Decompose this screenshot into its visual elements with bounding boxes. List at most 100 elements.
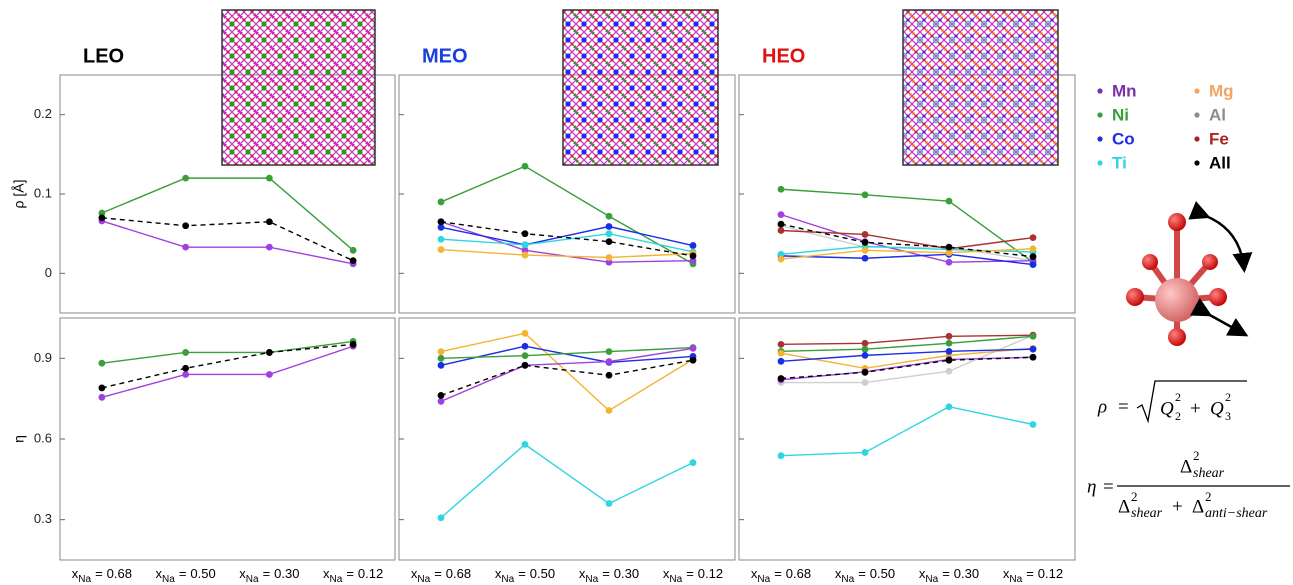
- x-relation: =: [858, 566, 866, 581]
- legend-label: Mn: [1112, 81, 1137, 100]
- x-symbol: x: [919, 566, 926, 581]
- data-point: [98, 393, 106, 401]
- x-symbol: x: [579, 566, 586, 581]
- data-point: [777, 255, 785, 263]
- series-line: [440, 232, 694, 253]
- term-sup: 2: [1175, 390, 1181, 404]
- data-point: [605, 230, 613, 238]
- data-point: [437, 361, 445, 369]
- data-point: [777, 357, 785, 365]
- plus: +: [1172, 496, 1183, 517]
- x-symbol: x: [156, 566, 163, 581]
- data-point: [1029, 353, 1037, 361]
- legend-label: Fe: [1209, 129, 1229, 148]
- data-point: [437, 392, 445, 399]
- series-line: [440, 332, 694, 412]
- data-point: [521, 352, 529, 360]
- y-tick-label: 0.3: [34, 511, 52, 526]
- octahedron: [1126, 201, 1253, 346]
- data-point: [945, 197, 953, 205]
- x-relation: =: [434, 566, 442, 581]
- legend-label: Co: [1112, 129, 1135, 148]
- data-point: [1029, 253, 1037, 261]
- series-line: [440, 248, 694, 259]
- data-point: [98, 214, 106, 222]
- term-sub: shear: [1131, 506, 1163, 521]
- legend-marker: [1194, 136, 1200, 142]
- data-point: [521, 251, 529, 259]
- series-line: [440, 346, 694, 360]
- data-point: [777, 227, 785, 234]
- series-line: [780, 229, 1034, 250]
- data-point: [945, 332, 953, 340]
- term-sub: 2: [1175, 409, 1181, 423]
- data-point: [605, 348, 613, 356]
- x-relation: =: [263, 566, 271, 581]
- series-line: [101, 177, 354, 251]
- series-line: [780, 223, 1034, 258]
- data-point: [98, 209, 106, 217]
- data-point: [861, 345, 869, 353]
- series-line: [780, 188, 1034, 263]
- data-point: [861, 351, 869, 359]
- eta-symbol: η: [1087, 476, 1096, 497]
- term-sub: anti−shear: [1205, 506, 1268, 521]
- legend-marker: [1194, 160, 1200, 166]
- data-point: [521, 329, 529, 337]
- x-value: 0.30: [954, 566, 979, 581]
- plus: +: [1190, 398, 1201, 419]
- panel-title: LEO: [83, 45, 124, 67]
- data-point: [861, 379, 869, 386]
- data-point: [521, 162, 529, 170]
- x-relation: =: [95, 566, 103, 581]
- meo-structure: [562, 9, 719, 166]
- data-point: [777, 452, 785, 460]
- data-point: [1029, 421, 1037, 428]
- x-value: 0.68: [107, 566, 132, 581]
- data-point: [1029, 245, 1037, 253]
- series-line: [780, 356, 1034, 380]
- y-axis-label: ρ [Å]: [11, 180, 27, 209]
- data-point: [349, 257, 357, 265]
- term-sub: shear: [1193, 466, 1225, 481]
- series-line: [780, 253, 1034, 266]
- series-line: [780, 348, 1034, 362]
- x-symbol: x: [663, 566, 670, 581]
- panel-frame: [738, 317, 1076, 561]
- data-point: [861, 246, 869, 254]
- x-tick-label: xNa = 0.30: [239, 566, 299, 584]
- x-subscript: Na: [757, 574, 770, 585]
- data-point: [182, 222, 190, 230]
- data-point: [945, 356, 953, 364]
- y-tick-label: 0.6: [34, 430, 52, 445]
- x-value: 0.50: [870, 566, 895, 581]
- x-tick-label: xNa = 0.50: [156, 566, 216, 584]
- x-tick-label: xNa = 0.50: [495, 566, 555, 584]
- data-point: [98, 359, 106, 367]
- x-subscript: Na: [246, 574, 259, 585]
- data-point: [265, 174, 273, 182]
- x-symbol: x: [835, 566, 842, 581]
- x-subscript: Na: [925, 574, 938, 585]
- x-subscript: Na: [330, 574, 343, 585]
- x-value: 0.30: [614, 566, 639, 581]
- x-symbol: x: [72, 566, 79, 581]
- data-point: [689, 344, 697, 352]
- data-point: [689, 356, 697, 364]
- term-base: Q: [1160, 398, 1174, 419]
- series-line: [101, 220, 354, 265]
- data-point: [521, 241, 529, 249]
- legend-label: Ti: [1112, 153, 1127, 172]
- data-point: [521, 230, 529, 238]
- x-value: 0.30: [274, 566, 299, 581]
- data-point: [437, 246, 445, 253]
- equals: =: [1103, 476, 1114, 497]
- x-tick-label: xNa = 0.68: [751, 566, 811, 584]
- radical: [1136, 380, 1247, 424]
- series-line: [101, 343, 354, 389]
- data-point: [265, 349, 273, 356]
- term-sup: 2: [1225, 390, 1231, 404]
- data-point: [521, 246, 529, 254]
- x-tick-label: xNa = 0.30: [919, 566, 979, 584]
- y-tick-label: 0: [45, 265, 52, 280]
